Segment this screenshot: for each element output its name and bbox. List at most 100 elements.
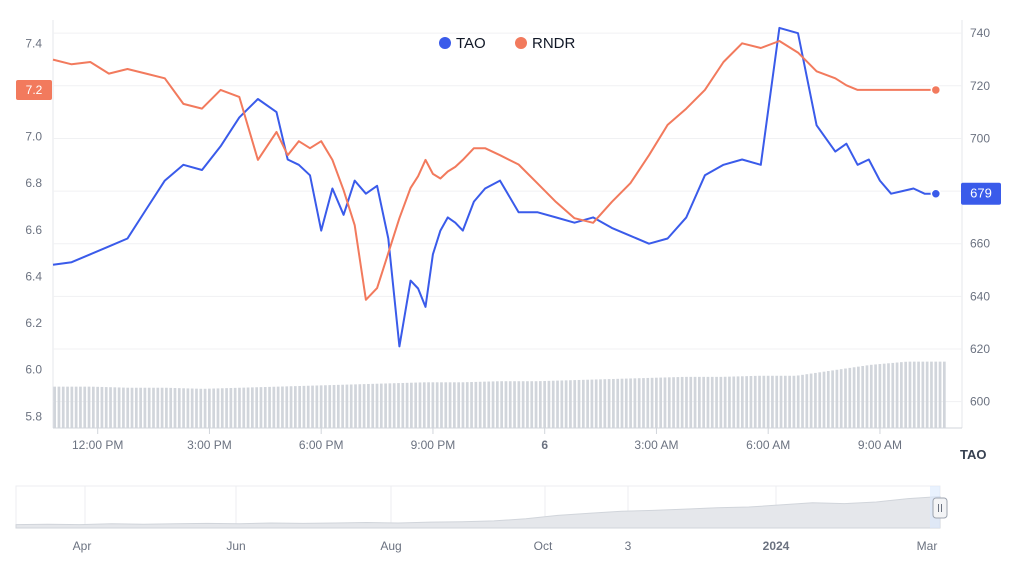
volume-bar	[637, 378, 641, 428]
volume-bar	[57, 386, 61, 428]
volume-bar	[392, 383, 396, 428]
legend-marker	[515, 37, 527, 49]
volume-bar	[560, 380, 564, 428]
volume-bar	[61, 386, 65, 428]
volume-bar	[298, 385, 301, 428]
volume-bar	[169, 387, 173, 428]
volume-bar	[470, 382, 473, 428]
volume-bar	[642, 378, 645, 428]
volume-bar	[728, 376, 731, 428]
volume-bar	[590, 379, 594, 428]
legend-item-tao[interactable]: TAO	[439, 35, 486, 52]
volume-bar	[401, 382, 405, 428]
volume-bar	[745, 376, 748, 428]
volume-bar	[663, 377, 667, 428]
pause-icon	[938, 504, 942, 512]
volume-bar	[384, 383, 387, 428]
navigator-handle-box[interactable]	[932, 497, 948, 519]
volume-bar	[143, 387, 147, 428]
series-lines	[52, 26, 942, 348]
volume-bar	[710, 376, 714, 428]
volume-bar	[379, 383, 383, 428]
volume-bar	[779, 375, 783, 428]
volume-bar	[908, 361, 912, 428]
left-tick-label: 6.4	[25, 269, 42, 283]
legend[interactable]: TAO RNDR	[439, 35, 575, 52]
volume-bar	[53, 386, 56, 428]
volume-bar	[788, 375, 791, 428]
volume-bar	[173, 388, 177, 428]
volume-bar	[753, 375, 757, 428]
volume-bar	[904, 361, 908, 428]
right-tick-label: 660	[970, 237, 990, 251]
volume-bar	[371, 383, 375, 428]
navigator[interactable]: Apr Jun Aug Oct 3 2024 Mar	[15, 485, 948, 553]
left-current-badge	[16, 79, 52, 100]
volume-bar	[474, 381, 478, 428]
legend-item-rndr[interactable]: RNDR	[515, 35, 575, 52]
volume-bar	[771, 375, 774, 428]
volume-bar	[706, 376, 710, 428]
navigator-label: Jun	[226, 539, 245, 553]
volume-bar	[839, 369, 843, 428]
volume-bar	[882, 363, 886, 428]
volume-bar	[943, 361, 946, 428]
volume-bar	[659, 377, 663, 428]
volume-bar	[736, 376, 740, 428]
volume-bar	[667, 377, 671, 428]
volume-bar	[513, 381, 516, 428]
navigator-label: 3	[625, 539, 632, 553]
volume-bar	[332, 384, 336, 428]
volume-bar	[427, 382, 430, 428]
volume-bar	[341, 384, 344, 428]
current-value-badges: 7.2 679	[16, 79, 1001, 205]
volume-bar	[917, 361, 920, 428]
volume-bar	[698, 376, 701, 428]
volume-bar	[809, 373, 813, 428]
right-current-badge-text: 679	[970, 186, 992, 201]
volume-bar	[861, 365, 865, 428]
volume-bar	[113, 387, 117, 428]
volume-bar	[272, 386, 276, 428]
volume-bar	[887, 363, 890, 428]
volume-bar	[122, 387, 125, 428]
volume-bar	[70, 386, 74, 428]
navigator-handle[interactable]	[932, 497, 948, 519]
volume-bar	[160, 387, 164, 428]
volume-bar	[818, 372, 822, 428]
volume-bar	[126, 387, 130, 428]
right-axis: 600620640660680700720740TAO	[960, 26, 990, 462]
volume-bar	[538, 381, 542, 428]
right-axis-title: TAO	[960, 447, 986, 462]
volume-bar	[306, 385, 310, 428]
volume-bar	[268, 386, 271, 428]
volume-bar	[775, 375, 779, 428]
volume-bar	[139, 387, 142, 428]
volume-bar	[844, 368, 847, 428]
volume-bar	[255, 387, 259, 428]
volume-bar	[693, 376, 697, 428]
volume-bar	[410, 382, 413, 428]
volume-bar	[319, 385, 323, 428]
volume-bar	[900, 362, 903, 428]
volume-bar	[238, 387, 241, 428]
volume-bar	[276, 386, 280, 428]
x-tick-label: 6	[541, 438, 548, 452]
volume-bar	[676, 377, 680, 428]
volume-bar	[564, 380, 568, 428]
volume-bar	[577, 379, 581, 428]
volume-bar	[104, 387, 108, 428]
volume-bar	[749, 376, 753, 428]
volume-bar	[719, 376, 723, 428]
volume-bar	[534, 381, 538, 428]
volume-bar	[865, 365, 869, 428]
volume-bar	[388, 383, 392, 428]
volume-bar	[336, 384, 340, 428]
volume-bar	[783, 375, 787, 428]
volume-bar	[852, 367, 856, 428]
volume-bar	[354, 384, 357, 428]
volume-bar	[422, 382, 426, 428]
x-tick-label: 9:00 PM	[411, 438, 456, 452]
